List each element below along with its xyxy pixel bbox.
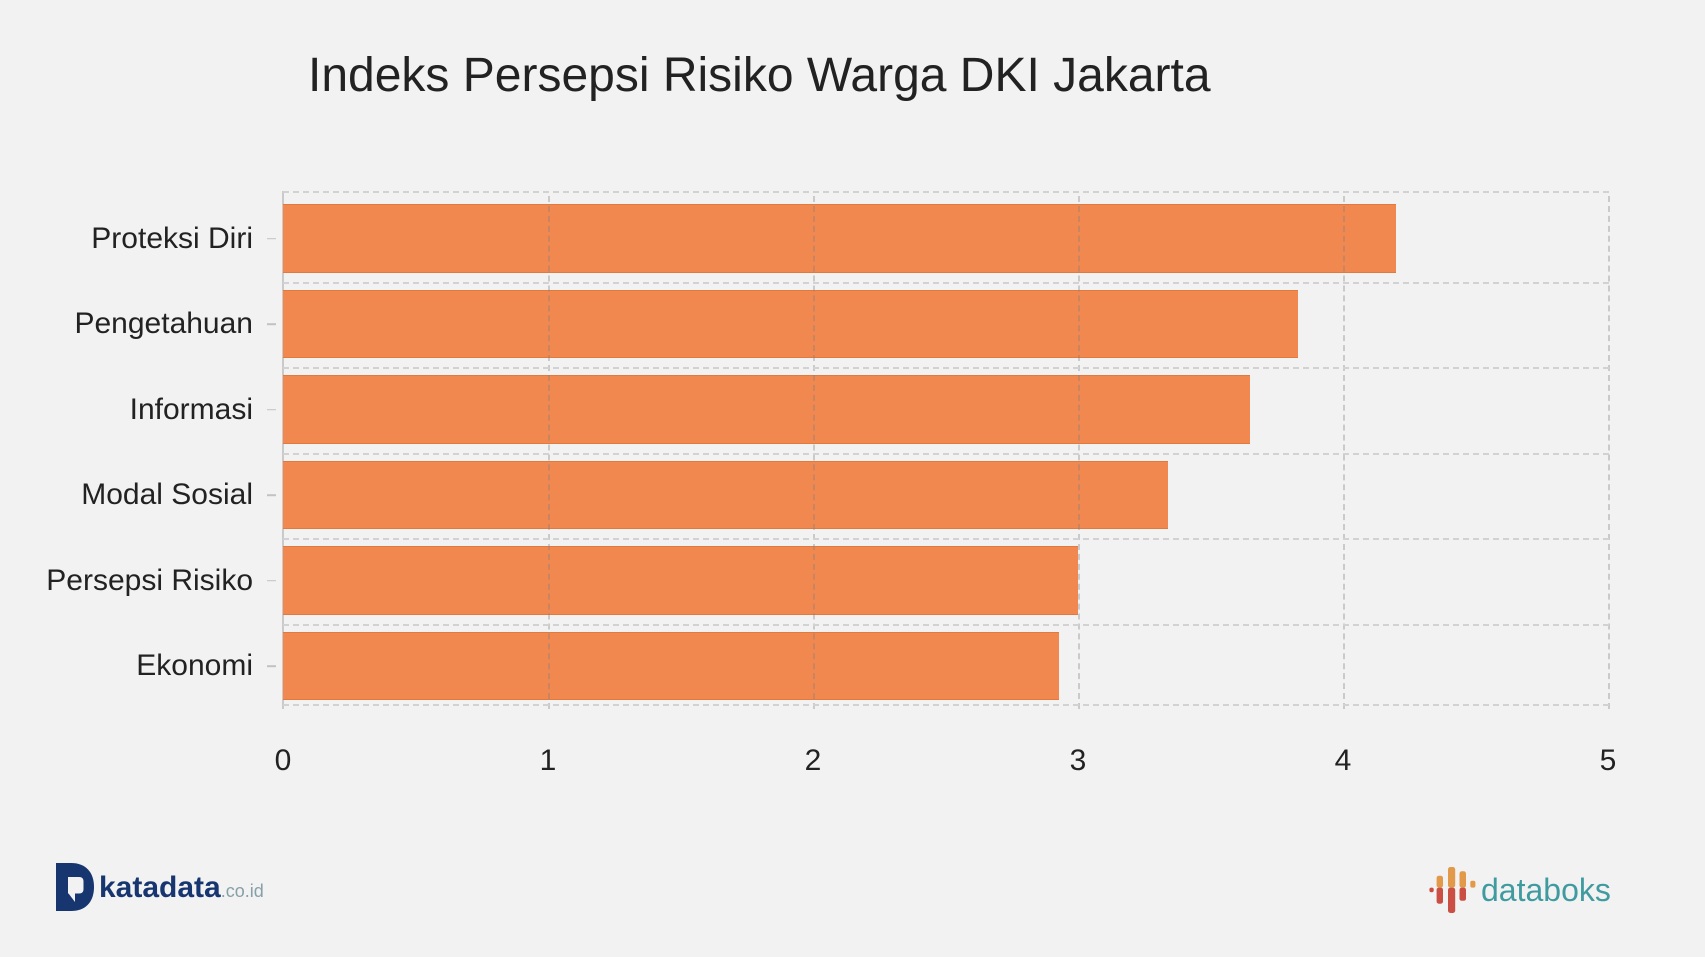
svg-text:katadata.co.id: katadata.co.id [99, 871, 264, 904]
svg-text:databoks: databoks [1481, 872, 1611, 908]
